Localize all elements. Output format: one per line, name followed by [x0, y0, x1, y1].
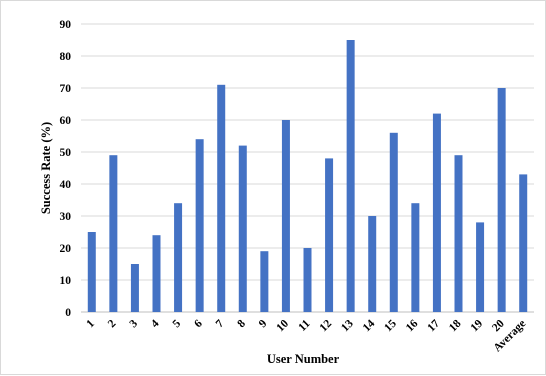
bar-user-20 — [497, 88, 506, 312]
bar-user-16 — [411, 203, 420, 312]
y-tick-label: 60 — [60, 115, 72, 127]
y-tick-label: 40 — [60, 179, 72, 191]
bar-user-6 — [195, 139, 204, 312]
bar-user-14 — [368, 216, 377, 312]
y-tick-label: 0 — [65, 307, 71, 319]
x-tick-label: 3 — [127, 317, 140, 330]
bar-user-9 — [260, 251, 269, 312]
x-axis-title: User Number — [267, 352, 340, 366]
x-tick-label: 2 — [106, 317, 119, 330]
y-tick-label: 50 — [60, 147, 72, 159]
bars — [87, 40, 528, 312]
y-tick-labels: 0 10 20 30 40 50 60 70 80 90 — [60, 19, 72, 319]
bar-user-15 — [389, 132, 398, 312]
x-tick-label: 8 — [235, 317, 248, 330]
y-tick-label: 10 — [60, 275, 72, 287]
y-tick-label: 90 — [60, 19, 72, 31]
y-tick-label: 80 — [60, 51, 72, 63]
x-tick-label: 13 — [339, 317, 356, 334]
bar-user-average — [519, 174, 528, 312]
bar-user-5 — [174, 203, 183, 312]
bar-user-2 — [109, 155, 118, 312]
x-tick-label: 12 — [318, 317, 335, 334]
x-tick-label: 18 — [447, 317, 464, 334]
x-tick-label: 15 — [382, 317, 399, 334]
x-tick-label: 14 — [361, 317, 378, 334]
x-tick-label: 19 — [469, 317, 486, 334]
bar-user-4 — [152, 235, 161, 312]
bar-user-7 — [217, 84, 226, 312]
x-tick-label: 1 — [84, 317, 97, 330]
bar-user-17 — [432, 113, 441, 312]
bar-user-12 — [325, 158, 334, 312]
y-axis-title: Success Rate (%) — [39, 122, 53, 214]
x-tick-label: 11 — [296, 317, 312, 333]
x-tick-label: 7 — [214, 317, 227, 330]
y-tick-label: 20 — [60, 243, 72, 255]
x-tick-label: 4 — [149, 317, 162, 330]
x-tick-label: 17 — [425, 317, 442, 334]
bar-user-13 — [346, 40, 355, 312]
bar-user-18 — [454, 155, 463, 312]
bar-user-8 — [238, 145, 247, 312]
x-tick-label: 16 — [404, 317, 421, 334]
bar-user-11 — [303, 248, 312, 312]
bar-user-10 — [281, 120, 290, 312]
x-tick-label: 10 — [274, 317, 291, 334]
x-tick-label: 6 — [192, 317, 205, 330]
y-tick-label: 70 — [60, 83, 72, 95]
x-tick-label: 5 — [171, 317, 184, 330]
bar-user-3 — [130, 264, 139, 312]
bar-user-1 — [87, 232, 96, 312]
y-tick-label: 30 — [60, 211, 72, 223]
bar-user-19 — [476, 222, 485, 312]
x-tick-label: 9 — [257, 317, 270, 330]
